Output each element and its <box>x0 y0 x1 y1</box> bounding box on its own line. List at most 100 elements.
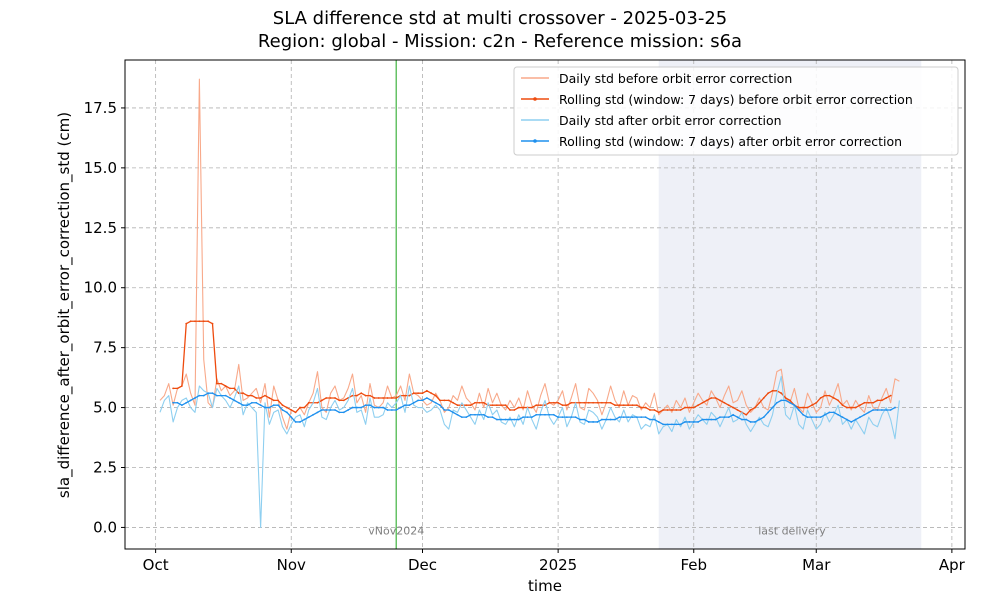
series-point <box>740 418 743 421</box>
series-point <box>649 418 651 421</box>
series-point <box>417 399 420 402</box>
series-point <box>876 409 879 411</box>
series-point <box>670 423 673 426</box>
series-point <box>705 399 708 402</box>
series-point <box>421 399 424 402</box>
series-point <box>666 423 669 426</box>
series-point <box>504 418 507 421</box>
series-point <box>325 397 328 399</box>
series-point <box>303 418 306 421</box>
series-point <box>705 418 708 421</box>
series-point <box>299 406 301 409</box>
series-point <box>386 409 389 411</box>
x-tick-label: Apr <box>939 556 966 574</box>
series-point <box>754 421 756 423</box>
series-2 <box>159 375 900 528</box>
series-point <box>364 394 367 397</box>
series-point <box>548 401 551 404</box>
series-point <box>215 382 218 385</box>
series-point <box>872 409 875 411</box>
y-tick-label: 5.0 <box>93 399 117 417</box>
series-point <box>762 397 765 399</box>
series-point <box>579 401 581 404</box>
shaded-region-label: last delivery <box>758 524 826 537</box>
series-point <box>465 416 468 419</box>
series-point <box>207 392 210 395</box>
series-point <box>587 421 590 423</box>
series-point <box>294 411 297 414</box>
series-point <box>285 411 288 414</box>
y-tick-label: 0.0 <box>93 518 117 536</box>
series-point <box>797 406 800 409</box>
series-point <box>854 406 857 409</box>
series-point <box>491 416 494 419</box>
series-point <box>395 397 398 399</box>
series-1 <box>172 320 892 416</box>
series-point <box>719 416 721 419</box>
legend-label: Daily std after orbit error correction <box>559 113 782 128</box>
series-point <box>408 404 411 407</box>
series-point <box>692 406 695 409</box>
series-point <box>329 409 332 411</box>
series-point <box>469 413 472 416</box>
series-point <box>596 401 599 404</box>
series-point <box>635 416 638 419</box>
series-point <box>714 397 717 399</box>
series-3 <box>172 392 896 426</box>
series-point <box>452 401 455 404</box>
series-point <box>434 401 437 404</box>
series-point <box>732 413 735 416</box>
series-point <box>850 421 853 423</box>
series-point <box>579 418 581 421</box>
series-point <box>526 416 529 419</box>
series-point <box>570 416 573 419</box>
series-point <box>561 416 564 419</box>
series-point <box>775 401 778 404</box>
series-point <box>430 399 433 402</box>
series-point <box>255 401 258 404</box>
series-point <box>268 406 271 409</box>
y-tick-label: 12.5 <box>84 219 117 237</box>
series-point <box>390 397 393 399</box>
series-point <box>592 401 595 404</box>
series-point <box>334 397 336 399</box>
series-point <box>806 406 809 409</box>
series-point <box>806 416 809 419</box>
series-point <box>859 416 861 419</box>
series-point <box>360 406 363 409</box>
series-point <box>373 397 376 399</box>
series-point <box>710 397 713 399</box>
series-point <box>495 404 498 407</box>
series-point <box>299 421 301 423</box>
series-point <box>220 394 223 397</box>
series-point <box>456 404 459 407</box>
series-point <box>347 409 350 411</box>
series-point <box>679 409 682 411</box>
series-point <box>845 418 848 421</box>
series-point <box>465 404 468 407</box>
series-line <box>159 78 900 430</box>
series-point <box>194 397 196 399</box>
series-point <box>360 392 363 395</box>
series-point <box>745 413 748 416</box>
series-point <box>539 404 542 407</box>
series-point <box>587 401 590 404</box>
series-point <box>824 413 826 416</box>
series-point <box>802 413 805 416</box>
series-point <box>478 401 481 404</box>
series-point <box>889 409 892 411</box>
series-point <box>237 392 240 395</box>
series-point <box>434 394 437 397</box>
series-point <box>872 401 875 404</box>
series-point <box>771 406 774 409</box>
series-point <box>259 397 262 399</box>
series-point <box>618 416 621 419</box>
series-point <box>832 411 835 414</box>
legend-marker <box>533 97 537 101</box>
series-point <box>474 401 476 404</box>
series-point <box>500 418 503 421</box>
y-tick-label: 2.5 <box>93 459 117 477</box>
series-point <box>539 413 542 416</box>
series-point <box>544 413 546 416</box>
